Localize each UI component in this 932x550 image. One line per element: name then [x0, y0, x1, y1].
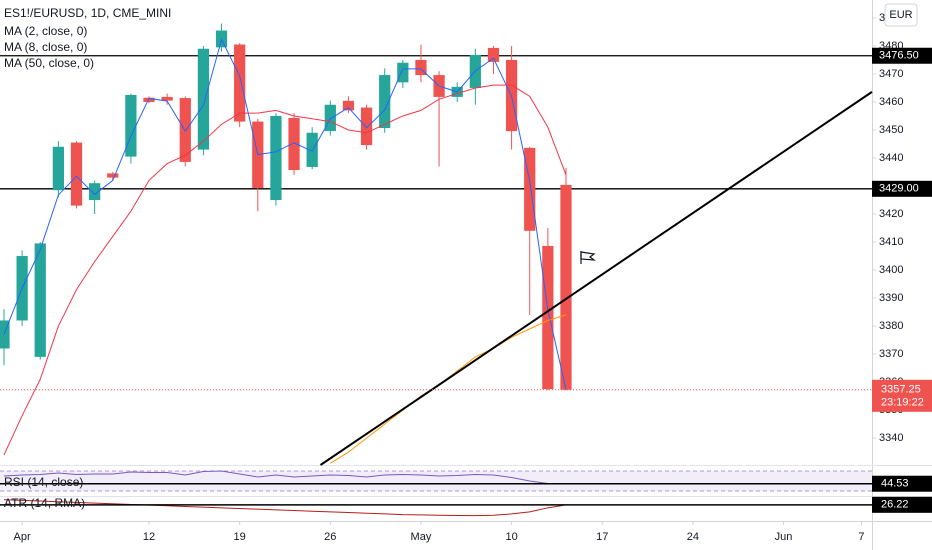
y-tick-label: 3420 — [879, 208, 903, 220]
flag-icon — [580, 251, 597, 264]
price-label-box — [872, 47, 932, 64]
candle-body — [524, 147, 536, 231]
currency[interactable]: EUR — [889, 9, 912, 21]
candle-body — [107, 173, 119, 178]
indicator-name: RSI (14, close) — [4, 475, 83, 489]
candle-body — [143, 97, 155, 102]
indicator-line — [3, 499, 567, 517]
x-tick-label: Apr — [14, 531, 31, 543]
candle-body — [288, 117, 300, 171]
candle-body — [89, 183, 101, 201]
candle-body — [342, 100, 355, 111]
plot: 3340335033603370338033903400341034203430… — [0, 12, 932, 543]
candle-body — [234, 44, 246, 122]
candle-body — [34, 243, 46, 357]
x-tick-label: Jun — [775, 531, 793, 543]
y-tick-label: 3470 — [879, 68, 903, 80]
countdown-label: 23:19:22 — [881, 397, 924, 409]
x-tick-label: 17 — [596, 531, 608, 543]
y-tick-label: 3400 — [879, 264, 903, 276]
candle-body — [324, 104, 336, 132]
rsi-band — [0, 471, 872, 491]
last-price-box — [872, 379, 932, 412]
x-tick-label: 10 — [505, 531, 517, 543]
candle-body — [397, 62, 409, 83]
candle-body — [0, 320, 10, 349]
y-tick-label: 3340 — [879, 432, 903, 444]
legend-entry: MA (50, close, 0) — [4, 56, 94, 70]
price-label: 3476.50 — [879, 50, 919, 62]
indicator-value: 44.53 — [881, 478, 909, 490]
candle-body — [360, 107, 373, 146]
moving-average — [3, 84, 567, 456]
y-tick-label: 3370 — [879, 348, 903, 360]
candle-body — [197, 48, 210, 150]
indicator-value-box — [872, 475, 932, 492]
y-tick-label: 3450 — [879, 124, 903, 136]
y-tick-label: 3380 — [879, 320, 903, 332]
trend-line — [319, 91, 873, 466]
x-tick-label: 7 — [858, 531, 864, 543]
candle-body — [179, 98, 191, 162]
indicator-value: 26.22 — [881, 499, 909, 511]
currency-button[interactable] — [884, 3, 918, 27]
x-tick-label: 19 — [234, 531, 246, 543]
candle-body — [415, 59, 427, 76]
candle-body — [52, 146, 64, 191]
legend-entry: MA (2, close, 0) — [4, 24, 87, 38]
y-tick-label: 3460 — [879, 96, 903, 108]
candle-body — [125, 94, 137, 157]
indicator-line — [3, 470, 566, 485]
y-tick-label: 3440 — [879, 152, 903, 164]
x-tick-label: 26 — [324, 531, 336, 543]
candle-body — [560, 184, 572, 390]
candle-body — [379, 75, 391, 129]
flag — [580, 251, 597, 261]
x-tick-label: 24 — [687, 531, 699, 543]
candle-body — [161, 96, 173, 101]
candle-body — [270, 115, 282, 201]
x-tick-label: 12 — [143, 531, 155, 543]
price-label-box — [872, 180, 932, 197]
last-price-label: 3357.25 — [881, 384, 921, 396]
y-tick-label: 3410 — [879, 236, 903, 248]
indicator-value-box — [872, 496, 932, 513]
moving-average — [3, 38, 567, 390]
candle-body — [70, 142, 83, 206]
candle-body — [542, 245, 554, 390]
candle-body — [487, 47, 500, 62]
indicator-name: ATR (14, RMA) — [4, 496, 85, 510]
x-tick-label: May — [411, 531, 432, 543]
chart-title: ES1!/EURUSD, 1D, CME_MINI — [4, 6, 171, 20]
y-tick-label: 3390 — [879, 292, 903, 304]
price-label: 3429.00 — [879, 183, 919, 195]
candle-body — [306, 132, 318, 167]
legend-entry: MA (8, close, 0) — [4, 40, 87, 54]
